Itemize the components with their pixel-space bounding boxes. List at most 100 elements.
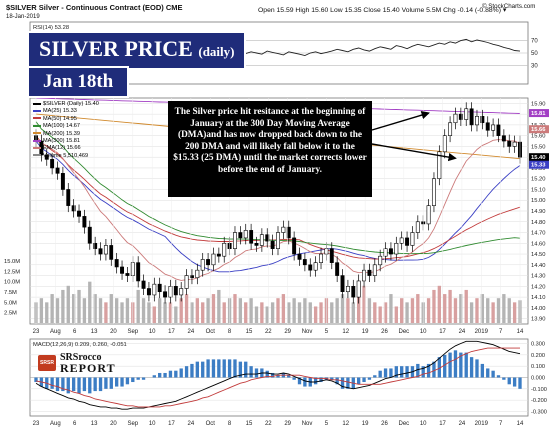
candle-body [485, 122, 490, 131]
macd-histogram-bar [163, 372, 167, 378]
macd-histogram-bar [50, 377, 54, 389]
volume-bar [287, 302, 291, 323]
macd-histogram-bar [136, 377, 140, 380]
volume-bar [475, 298, 479, 323]
volume-bar [77, 289, 81, 323]
candle-body [259, 234, 264, 246]
volume-bar [378, 306, 382, 323]
macd-histogram-bar [469, 357, 474, 378]
volume-bar [98, 298, 103, 323]
volume-bar [276, 298, 280, 323]
macd-histogram-bar [201, 361, 205, 378]
volume-bar [55, 298, 60, 323]
volume-bar [405, 302, 409, 323]
macd-histogram-bar [179, 368, 183, 378]
volume-bar [367, 298, 372, 323]
macd-histogram-bar [373, 375, 377, 378]
volume-bar [340, 294, 345, 323]
macd-histogram-bar [319, 377, 323, 383]
macd-histogram-bar [276, 375, 280, 378]
volume-bar [71, 294, 76, 323]
macd-histogram-bar [222, 359, 226, 378]
macd-histogram-bar [114, 377, 119, 387]
legend-swatch [33, 102, 41, 105]
macd-tick-label: 0.100 [531, 364, 545, 370]
macd-x-tick-label: 24 [459, 421, 466, 427]
macd-x-tick-label: Sep [127, 421, 138, 427]
candle-body [66, 189, 71, 206]
legend-entry: $SILVER (Daily) 15.40 [33, 101, 99, 108]
candle-body [163, 291, 168, 298]
callout-box: The Silver price hit resitance at the be… [168, 101, 372, 197]
candle-body [313, 262, 318, 271]
macd-histogram-bar [174, 370, 178, 378]
ohlc-readout: Open 15.59 High 15.60 Low 15.35 Close 15… [258, 7, 507, 14]
macd-histogram-bar [443, 354, 447, 378]
volume-bar [260, 302, 264, 323]
macd-histogram-bar [152, 375, 156, 378]
price-tick-label: 15.30 [531, 166, 546, 172]
volume-bar [448, 289, 452, 323]
symbol-title: $SILVER Silver - Continuous Contract (EO… [6, 3, 183, 12]
volume-tick-label: 12.5M [4, 269, 20, 275]
candle-body [431, 178, 436, 206]
macd-x-tick-label: 10 [149, 421, 156, 427]
volume-bar [426, 298, 431, 323]
candle-body [125, 273, 130, 276]
legend-swatch [33, 109, 41, 112]
price-tag-label: 15.81 [531, 111, 546, 117]
macd-histogram-bar [61, 377, 65, 392]
volume-bar [206, 298, 210, 323]
x-tick-label: 10 [420, 329, 427, 335]
legend-entry: MA(200) 15.39 [33, 131, 99, 138]
volume-bar [437, 285, 442, 323]
candle-body [453, 113, 458, 124]
logo-line2: REPORT [60, 361, 116, 375]
candle-body [60, 173, 65, 190]
candle-body [254, 242, 259, 246]
volume-bar [174, 306, 178, 323]
x-tick-label: Sep [127, 329, 138, 335]
volume-bar [416, 294, 420, 323]
x-tick-label: Oct [206, 329, 216, 335]
macd-x-tick-label: Aug [50, 421, 61, 427]
candle-body [340, 275, 345, 293]
legend-swatch [33, 117, 41, 120]
legend-label: MA(300) 15.81 [43, 138, 81, 145]
annotation-arrow [371, 143, 457, 162]
x-tick-label: 20 [110, 329, 117, 335]
candle-body [410, 232, 415, 246]
macd-histogram-bar [141, 377, 146, 380]
volume-bar [93, 294, 97, 323]
volume-bar [303, 298, 307, 323]
candle-body [146, 288, 151, 296]
x-tick-label: Dec [399, 329, 410, 335]
candle-body [152, 283, 157, 296]
macd-x-tick-label: 23 [33, 421, 40, 427]
candle-body [179, 288, 184, 296]
macd-histogram-bar [158, 372, 162, 378]
price-tag [529, 160, 549, 169]
candle-body [120, 266, 125, 274]
volume-bar [238, 298, 243, 323]
volume-bar [254, 306, 259, 323]
legend-swatch [33, 154, 41, 157]
volume-bar [464, 289, 468, 323]
volume-bar [346, 298, 350, 323]
macd-histogram-bar [254, 368, 259, 378]
candle-body [496, 124, 501, 136]
macd-tick-label: -0.300 [531, 409, 547, 415]
volume-tick-label: 7.5M [4, 290, 17, 296]
price-tag [529, 109, 549, 118]
candle-body [82, 216, 87, 228]
macd-histogram-bar [459, 352, 463, 378]
macd-histogram-bar [211, 359, 216, 378]
candle-body [362, 269, 367, 282]
volume-bar [45, 302, 49, 323]
x-tick-label: 12 [342, 329, 349, 335]
candle-body [168, 286, 173, 298]
volume-bar [410, 298, 415, 323]
macd-histogram-bar [491, 370, 495, 378]
macd-x-tick-label: 10 [420, 421, 427, 427]
price-tag-label: 15.40 [531, 155, 546, 161]
